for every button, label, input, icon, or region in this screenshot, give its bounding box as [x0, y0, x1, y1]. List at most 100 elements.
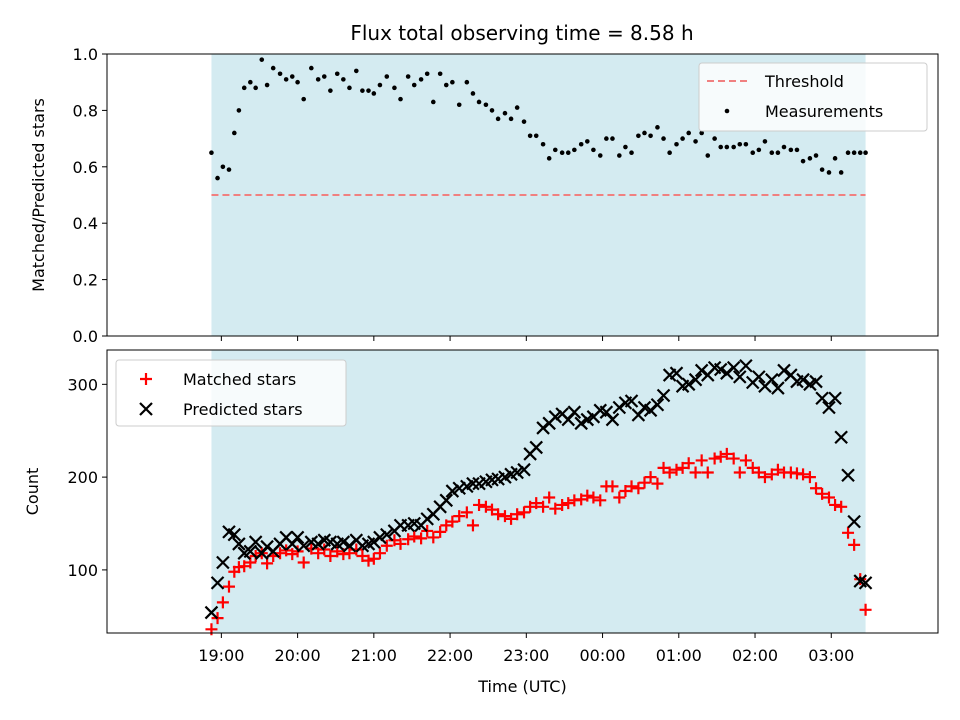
y-tick-label: 0.0: [73, 327, 98, 346]
x-tick-label: 03:00: [808, 646, 854, 665]
top-y-axis: 0.0 0.2 0.4 0.6 0.8 1.0: [73, 45, 107, 346]
matched-point: [733, 466, 746, 479]
measurement-point: [347, 85, 352, 91]
legend-predicted-label: Predicted stars: [183, 400, 303, 419]
top-x-axis-ticks: [220, 336, 832, 341]
measurement-point: [521, 119, 527, 124]
measurement-point: [731, 144, 736, 150]
y-tick-label: 200: [67, 468, 98, 487]
matched-point: [216, 596, 229, 609]
measurement-point: [341, 77, 346, 82]
matched-point: [829, 498, 842, 511]
matched-point: [657, 461, 670, 474]
count-panel: 100 200 300 19:00 20:00 21:00 22:00 23:00 00:00…: [23, 349, 939, 696]
measurement-point: [283, 77, 289, 82]
measurement-point: [636, 133, 641, 139]
matched-point: [625, 480, 638, 493]
legend-predicted-marker: [139, 402, 153, 416]
measurement-point: [826, 170, 832, 175]
predicted-point: [809, 374, 823, 389]
measurement-point: [259, 57, 265, 62]
predicted-point: [248, 535, 263, 549]
matched-point: [752, 466, 765, 479]
predicted-point: [771, 381, 785, 395]
measurement-point: [315, 77, 321, 82]
measurement-point: [437, 71, 443, 77]
predicted-point: [765, 372, 779, 387]
y-tick-label: 100: [67, 561, 98, 580]
measurement-point: [756, 147, 762, 153]
measurement-point: [411, 82, 417, 88]
measurement-point: [769, 150, 775, 155]
measurement-point: [655, 125, 660, 130]
measurement-point: [838, 170, 844, 175]
measurement-point: [377, 82, 383, 88]
matched-point: [701, 466, 714, 479]
measurement-point: [705, 153, 711, 158]
predicted-point: [713, 362, 728, 377]
matched-point: [388, 534, 401, 547]
predicted-point: [752, 370, 766, 384]
x-tick-label: 21:00: [351, 646, 397, 665]
predicted-point: [650, 397, 665, 412]
matched-point: [816, 487, 829, 500]
measurement-point: [794, 147, 800, 153]
measurement-point: [464, 79, 470, 85]
measurement-point: [405, 74, 411, 79]
measurements-series: [209, 57, 868, 181]
matched-point: [362, 554, 375, 567]
measurement-point: [476, 99, 482, 105]
predicted-point: [726, 360, 741, 375]
matched-point: [822, 491, 835, 504]
matched-point: [238, 560, 251, 573]
measurement-point: [813, 153, 819, 158]
y-tick-label: 0.4: [73, 214, 98, 233]
measurement-point: [241, 85, 247, 91]
predicted-point: [847, 514, 861, 529]
measurement-point: [264, 82, 270, 88]
matched-point: [581, 489, 594, 502]
matched-point: [594, 494, 607, 507]
measurement-point: [220, 164, 226, 170]
matched-point: [619, 485, 632, 498]
matched-point: [446, 515, 459, 528]
matched-point: [222, 580, 235, 593]
predicted-point: [445, 484, 460, 498]
matched-point: [466, 519, 479, 532]
legend-cross-glyph: [139, 402, 153, 416]
predicted-point: [834, 430, 848, 444]
matched-point: [434, 525, 447, 538]
measurement-point: [832, 156, 838, 161]
measurement-point: [301, 96, 306, 102]
measurement-point: [781, 144, 787, 150]
predicted-point: [380, 527, 394, 542]
matched-point: [524, 500, 537, 513]
measurement-point: [540, 141, 546, 147]
bottom-y-axis-label: Count: [23, 468, 42, 516]
matched-point: [670, 463, 683, 476]
y-tick-label: 0.2: [73, 271, 98, 290]
predicted-point: [336, 535, 351, 549]
matched-point: [286, 548, 299, 561]
measurement-point: [851, 150, 857, 155]
measurement-point: [277, 71, 283, 77]
predicted-point: [605, 412, 620, 427]
measurement-point: [680, 136, 685, 141]
predicted-point: [777, 363, 791, 378]
measurement-point: [360, 88, 365, 93]
matched-point: [297, 556, 310, 569]
matched-point: [613, 491, 626, 504]
legend-measurements-marker: [724, 108, 730, 114]
matched-point: [848, 538, 861, 551]
measurement-point: [334, 71, 340, 77]
x-tick-label: 20:00: [275, 646, 321, 665]
matched-point: [682, 457, 695, 470]
predicted-point: [739, 358, 753, 373]
predicted-point: [210, 576, 225, 590]
measurement-point: [236, 108, 242, 113]
matched-point: [771, 463, 784, 476]
measurement-point: [483, 102, 489, 108]
matched-point: [842, 526, 855, 539]
measurement-point: [270, 65, 276, 71]
predicted-point: [296, 539, 311, 553]
